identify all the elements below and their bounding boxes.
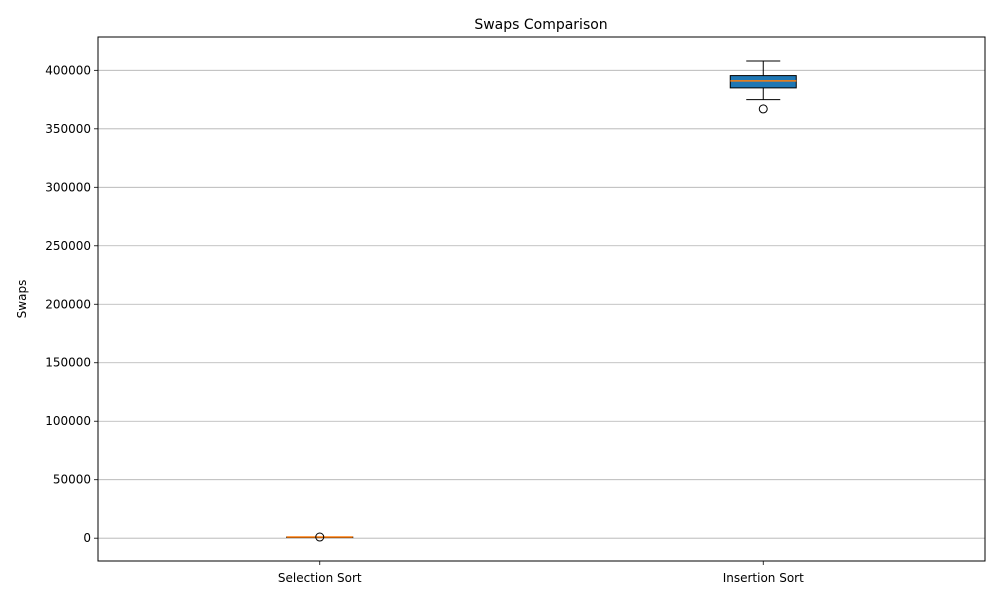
box-insertion-sort bbox=[729, 60, 797, 114]
x-axis-ticks: Selection Sort Insertion Sort bbox=[278, 561, 804, 585]
iqr-box bbox=[729, 75, 797, 89]
y-tick-label: 300000 bbox=[45, 180, 91, 194]
box-selection-sort bbox=[286, 532, 354, 542]
y-tick-label: 250000 bbox=[45, 239, 91, 253]
y-tick-label: 200000 bbox=[45, 297, 91, 311]
chart-title: Swaps Comparison bbox=[474, 17, 607, 33]
boxes bbox=[286, 60, 797, 542]
plot-frame bbox=[97, 36, 986, 562]
y-tick-label: 150000 bbox=[45, 356, 91, 370]
y-axis-ticks: 0 50000 100000 150000 200000 250000 300000 3500… bbox=[45, 63, 98, 545]
x-tick-label: Selection Sort bbox=[278, 571, 362, 585]
x-tick-label: Insertion Sort bbox=[723, 571, 804, 585]
y-tick-label: 400000 bbox=[45, 63, 91, 77]
outlier-point bbox=[315, 532, 325, 542]
y-axis-label: Swaps bbox=[15, 280, 29, 319]
y-tick-label: 100000 bbox=[45, 414, 91, 428]
gridlines bbox=[98, 69, 985, 539]
y-tick-label: 0 bbox=[83, 531, 91, 545]
y-tick-label: 50000 bbox=[53, 473, 91, 487]
y-tick-label: 350000 bbox=[45, 122, 91, 136]
outlier-point bbox=[758, 104, 768, 114]
